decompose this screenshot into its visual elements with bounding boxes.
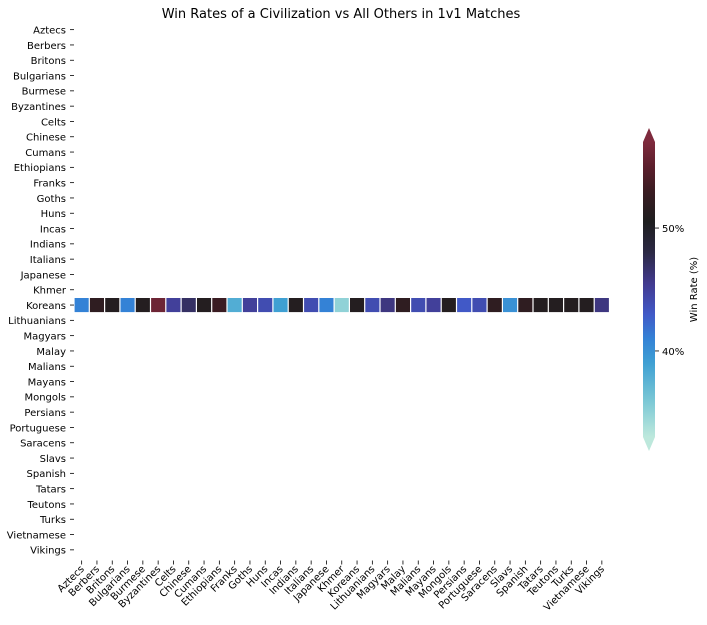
heatmap-cell-magyars bbox=[380, 298, 395, 313]
row-label-mongols: Mongols bbox=[24, 393, 66, 404]
row-labels: Aztecs Berbers Britons Bulgarians Burmese Byz… bbox=[7, 25, 74, 557]
row-label-italians: Italians bbox=[30, 255, 66, 266]
heatmap-cell-cumans bbox=[197, 298, 212, 313]
row-label-incas: Incas bbox=[40, 224, 66, 235]
heatmap-cell-spanish bbox=[518, 298, 533, 313]
heatmap-cell-aztecs bbox=[74, 298, 89, 313]
heatmap-cell-slavs bbox=[503, 298, 518, 313]
heatmap-cell-bulgarians bbox=[120, 298, 135, 313]
heatmap-cell-italians bbox=[304, 298, 319, 313]
heatmap-cell-teutons bbox=[548, 298, 563, 313]
row-label-chinese: Chinese bbox=[26, 133, 66, 144]
heatmap-cell-ethiopians bbox=[212, 298, 227, 313]
heatmap-cell-lithuanians bbox=[365, 298, 380, 313]
row-label-portuguese: Portuguese bbox=[10, 423, 66, 434]
row-label-berbers: Berbers bbox=[27, 41, 66, 52]
row-label-slavs: Slavs bbox=[40, 454, 66, 465]
heatmap-cell-khmer bbox=[334, 298, 349, 313]
heatmap-cell-incas bbox=[273, 298, 288, 313]
heatmap-cell-berbers bbox=[89, 298, 104, 313]
row-label-japanese: Japanese bbox=[20, 270, 66, 281]
colorbar-gradient bbox=[643, 142, 655, 437]
row-label-koreans: Koreans bbox=[26, 301, 66, 312]
row-label-ethiopians: Ethiopians bbox=[14, 163, 66, 174]
row-label-vikings: Vikings bbox=[30, 546, 66, 557]
heatmap-cell-byzantines bbox=[151, 298, 166, 313]
row-label-aztecs: Aztecs bbox=[33, 25, 66, 36]
colorbar-label: Win Rate (%) bbox=[689, 257, 700, 322]
heatmap-cell-mayans bbox=[426, 298, 441, 313]
heatmap-cell-mongols bbox=[441, 298, 456, 313]
heatmap-cell-vietnamese bbox=[579, 298, 594, 313]
heatmap-cell-saracens bbox=[487, 298, 502, 313]
row-label-tatars: Tatars bbox=[35, 484, 66, 495]
heatmap-cell-burmese bbox=[135, 298, 150, 313]
heatmap-cell-malay bbox=[395, 298, 410, 313]
row-label-britons: Britons bbox=[31, 56, 66, 67]
heatmap-cells bbox=[74, 298, 609, 313]
heatmap-cell-franks bbox=[227, 298, 242, 313]
colorbar-tick-label: 40% bbox=[662, 347, 684, 358]
heatmap-cell-malians bbox=[411, 298, 426, 313]
heatmap-cell-chinese bbox=[181, 298, 196, 313]
row-label-bulgarians: Bulgarians bbox=[13, 71, 66, 82]
row-label-malay: Malay bbox=[36, 347, 66, 358]
row-label-turks: Turks bbox=[39, 515, 66, 526]
row-label-huns: Huns bbox=[41, 209, 66, 220]
heatmap-cell-tatars bbox=[533, 298, 548, 313]
row-label-magyars: Magyars bbox=[24, 331, 66, 342]
row-label-malians: Malians bbox=[28, 362, 66, 373]
heatmap-cell-koreans bbox=[350, 298, 365, 313]
row-label-franks: Franks bbox=[33, 178, 66, 189]
column-labels: AztecsBerbersBritonsBulgariansBurmeseByz… bbox=[56, 560, 607, 613]
heatmap-cell-japanese bbox=[319, 298, 334, 313]
row-label-celts: Celts bbox=[41, 117, 66, 128]
row-label-byzantines: Byzantines bbox=[11, 102, 66, 113]
colorbar-max-extension bbox=[643, 128, 655, 142]
row-label-burmese: Burmese bbox=[22, 87, 66, 98]
row-label-vietnamese: Vietnamese bbox=[7, 530, 66, 541]
chart-title: Win Rates of a Civilization vs All Other… bbox=[162, 7, 521, 22]
row-label-teutons: Teutons bbox=[27, 500, 67, 511]
heatmap-cell-indians bbox=[288, 298, 303, 313]
colorbar-tick-label: 50% bbox=[662, 224, 684, 235]
heatmap-cell-turks bbox=[564, 298, 579, 313]
row-label-mayans: Mayans bbox=[28, 377, 66, 388]
row-label-saracens: Saracens bbox=[20, 439, 66, 450]
heatmap-cell-vikings bbox=[594, 298, 609, 313]
heatmap-cell-goths bbox=[242, 298, 257, 313]
row-label-khmer: Khmer bbox=[33, 286, 67, 297]
row-label-indians: Indians bbox=[30, 240, 66, 251]
heatmap-cell-persians bbox=[457, 298, 472, 313]
heatmap-cell-britons bbox=[105, 298, 120, 313]
heatmap-cell-portuguese bbox=[472, 298, 487, 313]
row-label-goths: Goths bbox=[37, 194, 66, 205]
heatmap-cell-huns bbox=[258, 298, 273, 313]
row-label-spanish: Spanish bbox=[27, 469, 67, 480]
row-label-lithuanians: Lithuanians bbox=[8, 316, 66, 327]
heatmap-cell-celts bbox=[166, 298, 181, 313]
row-label-cumans: Cumans bbox=[25, 148, 66, 159]
colorbar: 40% 50% Win Rate (%) bbox=[643, 128, 700, 451]
colorbar-min-extension bbox=[643, 437, 655, 451]
row-label-persians: Persians bbox=[24, 408, 66, 419]
